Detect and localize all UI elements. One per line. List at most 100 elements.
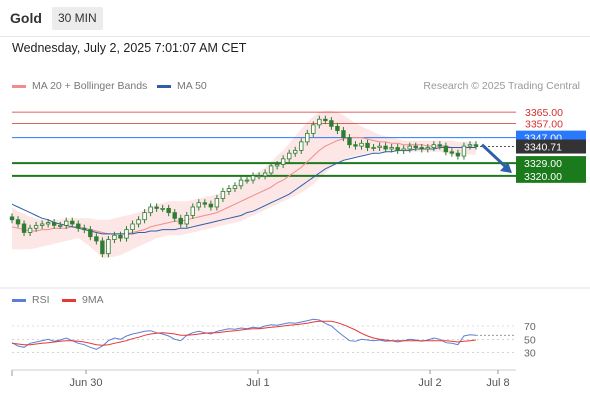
- candle-body: [359, 142, 364, 147]
- candle-body: [184, 215, 189, 225]
- candle-body: [256, 175, 262, 178]
- candle-body: [377, 145, 382, 148]
- candle-body: [88, 229, 93, 238]
- candle-body: [293, 149, 298, 154]
- chart-datetime: Wednesday, July 2, 2025 7:01:07 AM CET: [12, 41, 247, 55]
- rsi-label: RSI: [32, 294, 50, 306]
- candle-body: [335, 125, 340, 131]
- candle-body: [250, 175, 256, 181]
- candle-body: [389, 147, 394, 150]
- level-tag-support: [516, 168, 586, 183]
- candle-body: [64, 220, 69, 226]
- candle-body: [15, 219, 21, 225]
- level-label-support: 3329.00: [524, 158, 562, 170]
- candle-body: [142, 212, 147, 221]
- candle-body: [27, 227, 33, 233]
- candle-body: [280, 158, 286, 165]
- candle-body: [449, 151, 455, 154]
- candle-body: [70, 220, 75, 225]
- candle-body: [118, 234, 123, 239]
- candle-body: [431, 144, 437, 148]
- candle-body: [136, 219, 141, 225]
- candle-body: [9, 216, 15, 221]
- candle-body: [58, 224, 63, 227]
- candle-body: [443, 145, 449, 153]
- candle-body: [106, 239, 111, 255]
- legend-rsi-ma: 9MA: [62, 294, 104, 306]
- candle-body: [21, 223, 27, 233]
- level-tag-support: [516, 156, 586, 171]
- rsi-ma-line: [11, 320, 477, 346]
- candle-body: [190, 206, 195, 216]
- level-label-resistance: 3357.00: [525, 118, 563, 130]
- candle-body: [299, 141, 304, 151]
- candle-body: [94, 236, 99, 242]
- candle-body: [45, 222, 51, 225]
- candle-body: [178, 217, 183, 225]
- x-tick-label: Jul 8: [486, 377, 509, 389]
- candle-body: [461, 145, 467, 157]
- candle-body: [311, 124, 316, 134]
- candle-body: [401, 148, 406, 151]
- candle-body: [166, 207, 171, 214]
- candle-body: [262, 172, 268, 177]
- candle-body: [419, 147, 424, 150]
- forecast-arrow-head: [500, 162, 512, 174]
- candle-body: [473, 144, 479, 147]
- candle-body: [395, 147, 400, 151]
- ma20-label: MA 20 + Bollinger Bands: [32, 80, 148, 92]
- candle-body: [124, 229, 129, 239]
- candle-body: [220, 191, 226, 199]
- candle-body: [455, 152, 461, 157]
- candle-body: [226, 188, 232, 192]
- candle-body: [208, 203, 214, 208]
- timeframe-button[interactable]: 30 MIN: [52, 7, 103, 30]
- x-tick-label: Jul 2: [418, 377, 441, 389]
- header-bar: Gold 30 MIN: [0, 0, 590, 37]
- rsi-tick-label: 50: [524, 334, 536, 346]
- candle-body: [196, 202, 202, 208]
- candle-body: [425, 147, 430, 150]
- candle-body: [347, 137, 352, 146]
- candle-body: [154, 206, 159, 209]
- candle-body: [323, 118, 328, 122]
- candle-body: [244, 179, 250, 182]
- candle-body: [172, 212, 177, 219]
- legend-ma20: MA 20 + Bollinger Bands: [12, 80, 147, 92]
- candle-body: [274, 164, 280, 167]
- candle-body: [33, 224, 39, 229]
- candle-body: [160, 207, 165, 210]
- candle-body: [76, 223, 81, 229]
- candle-body: [413, 145, 418, 148]
- level-label-resistance: 3365.00: [525, 107, 563, 119]
- ma50-swatch: [157, 84, 171, 88]
- rsi-swatch: [12, 298, 26, 302]
- rsi-ma-label: 9MA: [82, 294, 104, 306]
- candle-body: [268, 165, 274, 174]
- candle-body: [39, 223, 45, 226]
- bollinger-band: [12, 110, 476, 258]
- candle-body: [82, 227, 87, 231]
- candle-body: [371, 147, 376, 149]
- candle-body: [317, 118, 322, 126]
- level-label-current: 3340.71: [524, 142, 562, 154]
- x-tick-label: Jul 1: [246, 377, 269, 389]
- ma20-swatch: [12, 84, 26, 88]
- rsi-line: [11, 318, 477, 350]
- candle-body: [112, 234, 117, 240]
- candle-body: [286, 152, 292, 160]
- x-tick-label: Jun 30: [69, 377, 102, 389]
- candle-body: [202, 202, 208, 205]
- candle-body: [467, 144, 473, 147]
- legend-rsi: RSI: [12, 294, 50, 306]
- level-tag-current: [516, 139, 586, 154]
- candle-body: [305, 132, 310, 143]
- symbol-title: Gold: [10, 10, 42, 26]
- legend-ma50: MA 50: [157, 80, 207, 92]
- rsi-tick-label: 30: [524, 348, 536, 360]
- credit-text: Research © 2025 Trading Central: [423, 80, 580, 92]
- candle-body: [383, 145, 388, 150]
- rsi-tick-label: 70: [524, 321, 536, 333]
- forecast-arrow: [480, 143, 510, 171]
